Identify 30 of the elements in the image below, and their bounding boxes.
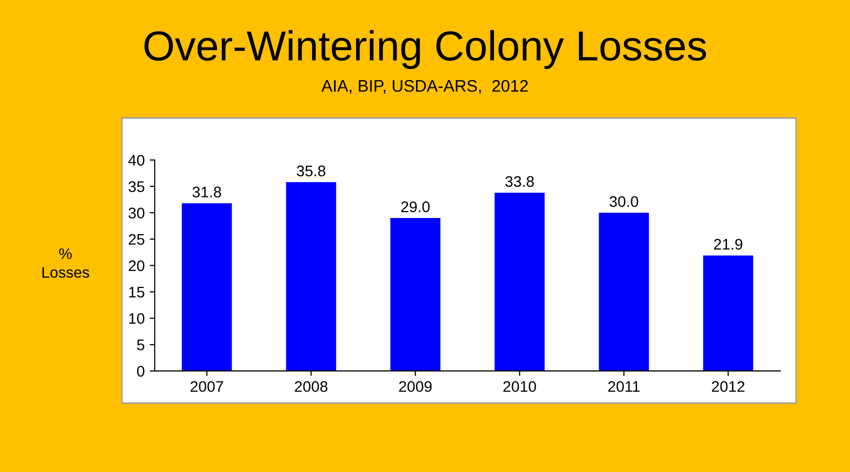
bar [703, 255, 754, 371]
y-tick-label: 0 [137, 366, 144, 377]
x-tick-label: 2008 [294, 381, 328, 392]
x-tick-label: 2011 [608, 381, 640, 392]
data-label: 33.8 [505, 176, 534, 187]
chart-subtitle: AIA, BIP, USDA-ARS, 2012 [321, 80, 528, 94]
y-tick-label: 10 [129, 313, 144, 324]
bar [598, 212, 649, 371]
data-label: 21.9 [714, 238, 742, 250]
y-tick-label: 30 [128, 208, 144, 218]
data-label: 30.0 [610, 196, 638, 207]
bar [494, 192, 545, 371]
x-tick-label: 2007 [190, 381, 224, 392]
chart-title: Over-Wintering Colony Losses [144, 30, 706, 69]
data-label: 35.8 [296, 166, 326, 176]
x-tick-label: 2012 [712, 381, 744, 392]
y-axis-title: % Losses [42, 248, 90, 278]
bar [390, 218, 440, 371]
bar [182, 203, 232, 371]
data-label: 29.0 [401, 201, 430, 212]
y-tick-label: 40 [128, 154, 144, 166]
y-tick-label: 20 [128, 260, 144, 272]
y-tick-label: 5 [137, 340, 144, 350]
data-label: 31.8 [192, 186, 222, 198]
x-tick-label: 2009 [399, 381, 432, 392]
x-tick-label: 2010 [503, 381, 536, 392]
y-tick-label: 15 [129, 286, 144, 298]
y-tick-label: 35 [128, 181, 144, 192]
y-tick-label: 25 [128, 234, 144, 245]
bar [286, 182, 336, 371]
